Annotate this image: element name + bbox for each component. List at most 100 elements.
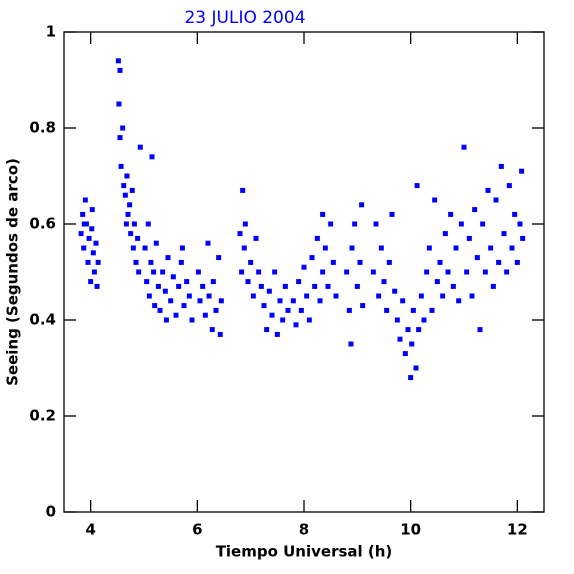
point xyxy=(272,269,278,275)
point xyxy=(298,307,304,313)
point xyxy=(384,307,390,313)
point xyxy=(173,312,179,318)
point xyxy=(506,183,512,189)
point xyxy=(496,259,502,265)
point xyxy=(253,235,259,241)
point xyxy=(520,235,526,241)
point xyxy=(213,307,219,313)
point xyxy=(472,207,478,213)
point xyxy=(349,245,355,251)
point xyxy=(170,274,176,280)
point xyxy=(155,283,161,289)
point xyxy=(456,298,462,304)
point xyxy=(209,327,215,333)
point xyxy=(418,293,424,299)
point xyxy=(205,240,211,246)
point xyxy=(325,283,331,289)
point xyxy=(121,183,127,189)
point xyxy=(389,211,395,217)
point xyxy=(202,312,208,318)
point xyxy=(186,293,192,299)
x-axis-label: Tiempo Universal (h) xyxy=(216,543,393,561)
point xyxy=(400,298,406,304)
point xyxy=(488,245,494,251)
point xyxy=(301,264,307,270)
point xyxy=(88,279,94,285)
point xyxy=(163,317,169,323)
point xyxy=(93,240,99,246)
point xyxy=(394,317,400,323)
point xyxy=(123,221,129,227)
point xyxy=(210,279,216,285)
point xyxy=(189,317,195,323)
point xyxy=(312,283,318,289)
point xyxy=(352,221,358,227)
point xyxy=(130,245,136,251)
point xyxy=(504,269,510,275)
point xyxy=(94,283,100,289)
point xyxy=(409,341,415,347)
point xyxy=(95,259,101,265)
point xyxy=(458,221,464,227)
point xyxy=(195,269,201,275)
point xyxy=(149,154,155,160)
point xyxy=(346,307,352,313)
point xyxy=(397,336,403,342)
point xyxy=(89,207,95,213)
point xyxy=(151,269,157,275)
point xyxy=(142,245,148,251)
point xyxy=(501,231,507,237)
x-tick-label: 8 xyxy=(299,521,309,539)
point xyxy=(514,259,520,265)
point xyxy=(200,283,206,289)
point xyxy=(80,211,86,217)
point xyxy=(421,317,427,323)
point xyxy=(145,221,151,227)
x-tick-label: 4 xyxy=(85,521,95,539)
point xyxy=(296,279,302,285)
point xyxy=(512,211,518,217)
point xyxy=(381,279,387,285)
point xyxy=(206,293,212,299)
point xyxy=(248,259,254,265)
point xyxy=(360,303,366,309)
point xyxy=(437,259,443,265)
point xyxy=(116,101,122,107)
point xyxy=(440,293,446,299)
point xyxy=(416,327,422,333)
y-tick-label: 0 xyxy=(46,503,56,521)
point xyxy=(485,187,491,193)
point xyxy=(432,197,438,203)
point xyxy=(218,298,224,304)
x-tick-label: 12 xyxy=(507,521,528,539)
point xyxy=(348,341,354,347)
point xyxy=(453,245,459,251)
point xyxy=(442,231,448,237)
point xyxy=(304,293,310,299)
point xyxy=(242,221,248,227)
point xyxy=(509,245,515,251)
point xyxy=(282,283,288,289)
point xyxy=(160,269,166,275)
point xyxy=(86,235,92,241)
point xyxy=(320,269,326,275)
point xyxy=(309,255,315,261)
point xyxy=(115,58,121,64)
point xyxy=(146,293,152,299)
point xyxy=(464,269,470,275)
point xyxy=(78,231,84,237)
point xyxy=(408,375,414,381)
point xyxy=(357,259,363,265)
y-tick-label: 1 xyxy=(46,23,56,41)
point xyxy=(239,269,245,275)
point xyxy=(392,288,398,294)
point xyxy=(178,259,184,265)
point xyxy=(330,259,336,265)
point xyxy=(445,269,451,275)
point xyxy=(370,269,376,275)
point xyxy=(322,245,328,251)
point xyxy=(241,245,247,251)
point xyxy=(517,221,523,227)
point xyxy=(133,259,139,265)
